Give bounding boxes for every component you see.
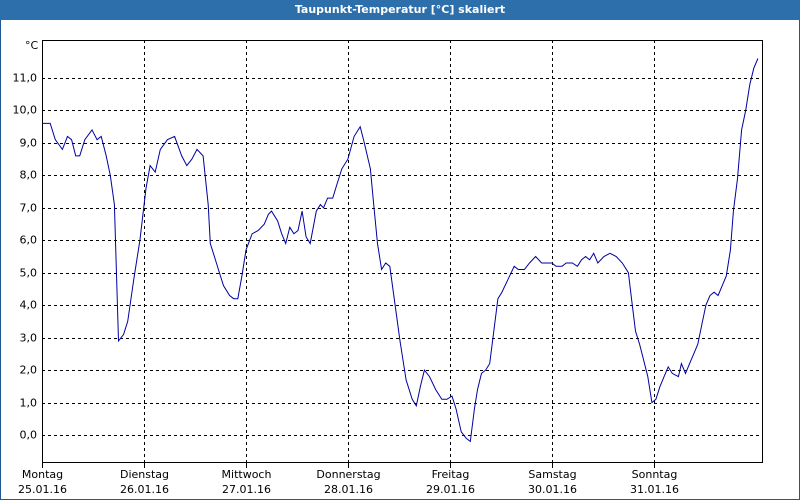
x-tick-label: Mittwoch bbox=[222, 468, 272, 481]
x-tick-label: Samstag bbox=[528, 468, 576, 481]
y-tick-label: 4,0 bbox=[20, 299, 38, 312]
y-tick-label: 6,0 bbox=[20, 234, 38, 247]
title-bar bbox=[0, 0, 800, 20]
x-tick-label: Sonntag bbox=[632, 468, 678, 481]
x-tick-date: 30.01.16 bbox=[528, 483, 577, 496]
x-tick-label: Donnerstag bbox=[316, 468, 380, 481]
plot-area bbox=[42, 40, 763, 463]
x-tick-date: 27.01.16 bbox=[222, 483, 271, 496]
y-tick-label: 5,0 bbox=[20, 267, 38, 280]
x-tick-label: Montag bbox=[22, 468, 63, 481]
x-tick-date: 31.01.16 bbox=[630, 483, 679, 496]
y-tick-label: 3,0 bbox=[20, 332, 38, 345]
x-tick-date: 26.01.16 bbox=[120, 483, 169, 496]
x-tick-date: 29.01.16 bbox=[426, 483, 475, 496]
y-tick-label: 0,0 bbox=[20, 429, 38, 442]
y-tick-label: 8,0 bbox=[20, 169, 38, 182]
chart-title: Taupunkt-Temperatur [°C] skaliert bbox=[295, 3, 505, 16]
y-tick-label: 7,0 bbox=[20, 202, 38, 215]
x-tick-date: 28.01.16 bbox=[324, 483, 373, 496]
y-axis-label: °C bbox=[25, 39, 39, 52]
y-tick-label: 11,0 bbox=[13, 72, 38, 85]
x-tick-label: Dienstag bbox=[120, 468, 169, 481]
y-tick-label: 1,0 bbox=[20, 397, 38, 410]
y-tick-label: 10,0 bbox=[13, 104, 38, 117]
x-tick-date: 25.01.16 bbox=[18, 483, 67, 496]
y-tick-label: 2,0 bbox=[20, 364, 38, 377]
x-tick-label: Freitag bbox=[432, 468, 470, 481]
y-tick-label: 9,0 bbox=[20, 137, 38, 150]
data-line bbox=[42, 58, 759, 443]
